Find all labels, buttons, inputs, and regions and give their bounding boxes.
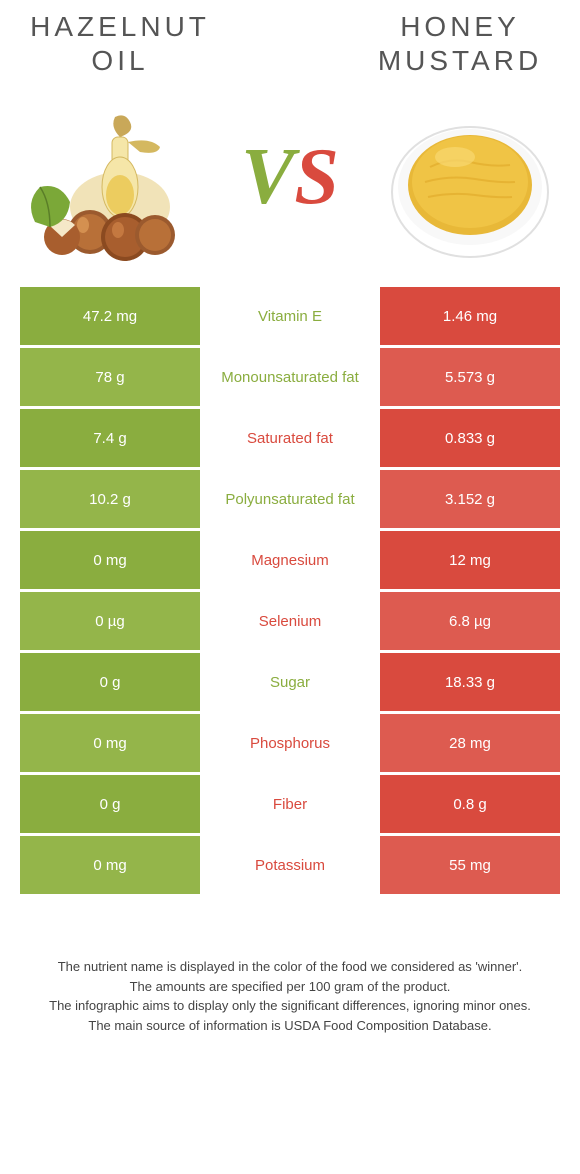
cell-left-value: 47.2 mg xyxy=(20,287,200,345)
vs-s: S xyxy=(294,133,339,221)
table-row: 0 mgPotassium55 mg xyxy=(20,836,560,894)
table-row: 47.2 mgVitamin E1.46 mg xyxy=(20,287,560,345)
vs-v: V xyxy=(241,133,294,221)
table-row: 0 gSugar18.33 g xyxy=(20,653,560,711)
title-right-line1: HONEY xyxy=(360,10,560,44)
vs-label: VS xyxy=(241,132,339,223)
header: HAZELNUT OIL HONEY MUSTARD xyxy=(0,0,580,77)
cell-right-value: 5.573 g xyxy=(380,348,560,406)
table-row: 7.4 gSaturated fat0.833 g xyxy=(20,409,560,467)
cell-left-value: 10.2 g xyxy=(20,470,200,528)
cell-right-value: 55 mg xyxy=(380,836,560,894)
cell-right-value: 28 mg xyxy=(380,714,560,772)
cell-right-value: 0.8 g xyxy=(380,775,560,833)
cell-nutrient-label: Polyunsaturated fat xyxy=(200,470,380,528)
cell-nutrient-label: Phosphorus xyxy=(200,714,380,772)
footer-notes: The nutrient name is displayed in the co… xyxy=(0,897,580,1055)
table-row: 78 gMonounsaturated fat5.573 g xyxy=(20,348,560,406)
cell-nutrient-label: Potassium xyxy=(200,836,380,894)
table-row: 0 gFiber0.8 g xyxy=(20,775,560,833)
cell-left-value: 78 g xyxy=(20,348,200,406)
cell-left-value: 0 g xyxy=(20,775,200,833)
title-right: HONEY MUSTARD xyxy=(360,10,560,77)
table-row: 0 mgMagnesium12 mg xyxy=(20,531,560,589)
cell-left-value: 0 µg xyxy=(20,592,200,650)
cell-nutrient-label: Magnesium xyxy=(200,531,380,589)
table-row: 10.2 gPolyunsaturated fat3.152 g xyxy=(20,470,560,528)
cell-nutrient-label: Vitamin E xyxy=(200,287,380,345)
cell-right-value: 12 mg xyxy=(380,531,560,589)
cell-right-value: 18.33 g xyxy=(380,653,560,711)
footer-line4: The main source of information is USDA F… xyxy=(30,1016,550,1036)
title-left-line2: OIL xyxy=(20,44,220,78)
cell-right-value: 0.833 g xyxy=(380,409,560,467)
table-row: 0 mgPhosphorus28 mg xyxy=(20,714,560,772)
title-right-line2: MUSTARD xyxy=(360,44,560,78)
cell-right-value: 3.152 g xyxy=(380,470,560,528)
footer-line2: The amounts are specified per 100 gram o… xyxy=(30,977,550,997)
cell-nutrient-label: Fiber xyxy=(200,775,380,833)
honey-mustard-image xyxy=(380,87,560,267)
cell-nutrient-label: Sugar xyxy=(200,653,380,711)
cell-left-value: 0 mg xyxy=(20,714,200,772)
hazelnut-oil-image xyxy=(20,87,200,267)
cell-right-value: 6.8 µg xyxy=(380,592,560,650)
table-row: 0 µgSelenium6.8 µg xyxy=(20,592,560,650)
cell-left-value: 0 g xyxy=(20,653,200,711)
cell-nutrient-label: Selenium xyxy=(200,592,380,650)
images-row: VS xyxy=(0,77,580,287)
footer-line1: The nutrient name is displayed in the co… xyxy=(30,957,550,977)
title-left-line1: HAZELNUT xyxy=(20,10,220,44)
comparison-table: 47.2 mgVitamin E1.46 mg78 gMonounsaturat… xyxy=(0,287,580,894)
cell-nutrient-label: Monounsaturated fat xyxy=(200,348,380,406)
footer-line3: The infographic aims to display only the… xyxy=(30,996,550,1016)
cell-left-value: 0 mg xyxy=(20,531,200,589)
cell-left-value: 7.4 g xyxy=(20,409,200,467)
cell-left-value: 0 mg xyxy=(20,836,200,894)
cell-nutrient-label: Saturated fat xyxy=(200,409,380,467)
title-left: HAZELNUT OIL xyxy=(20,10,220,77)
cell-right-value: 1.46 mg xyxy=(380,287,560,345)
